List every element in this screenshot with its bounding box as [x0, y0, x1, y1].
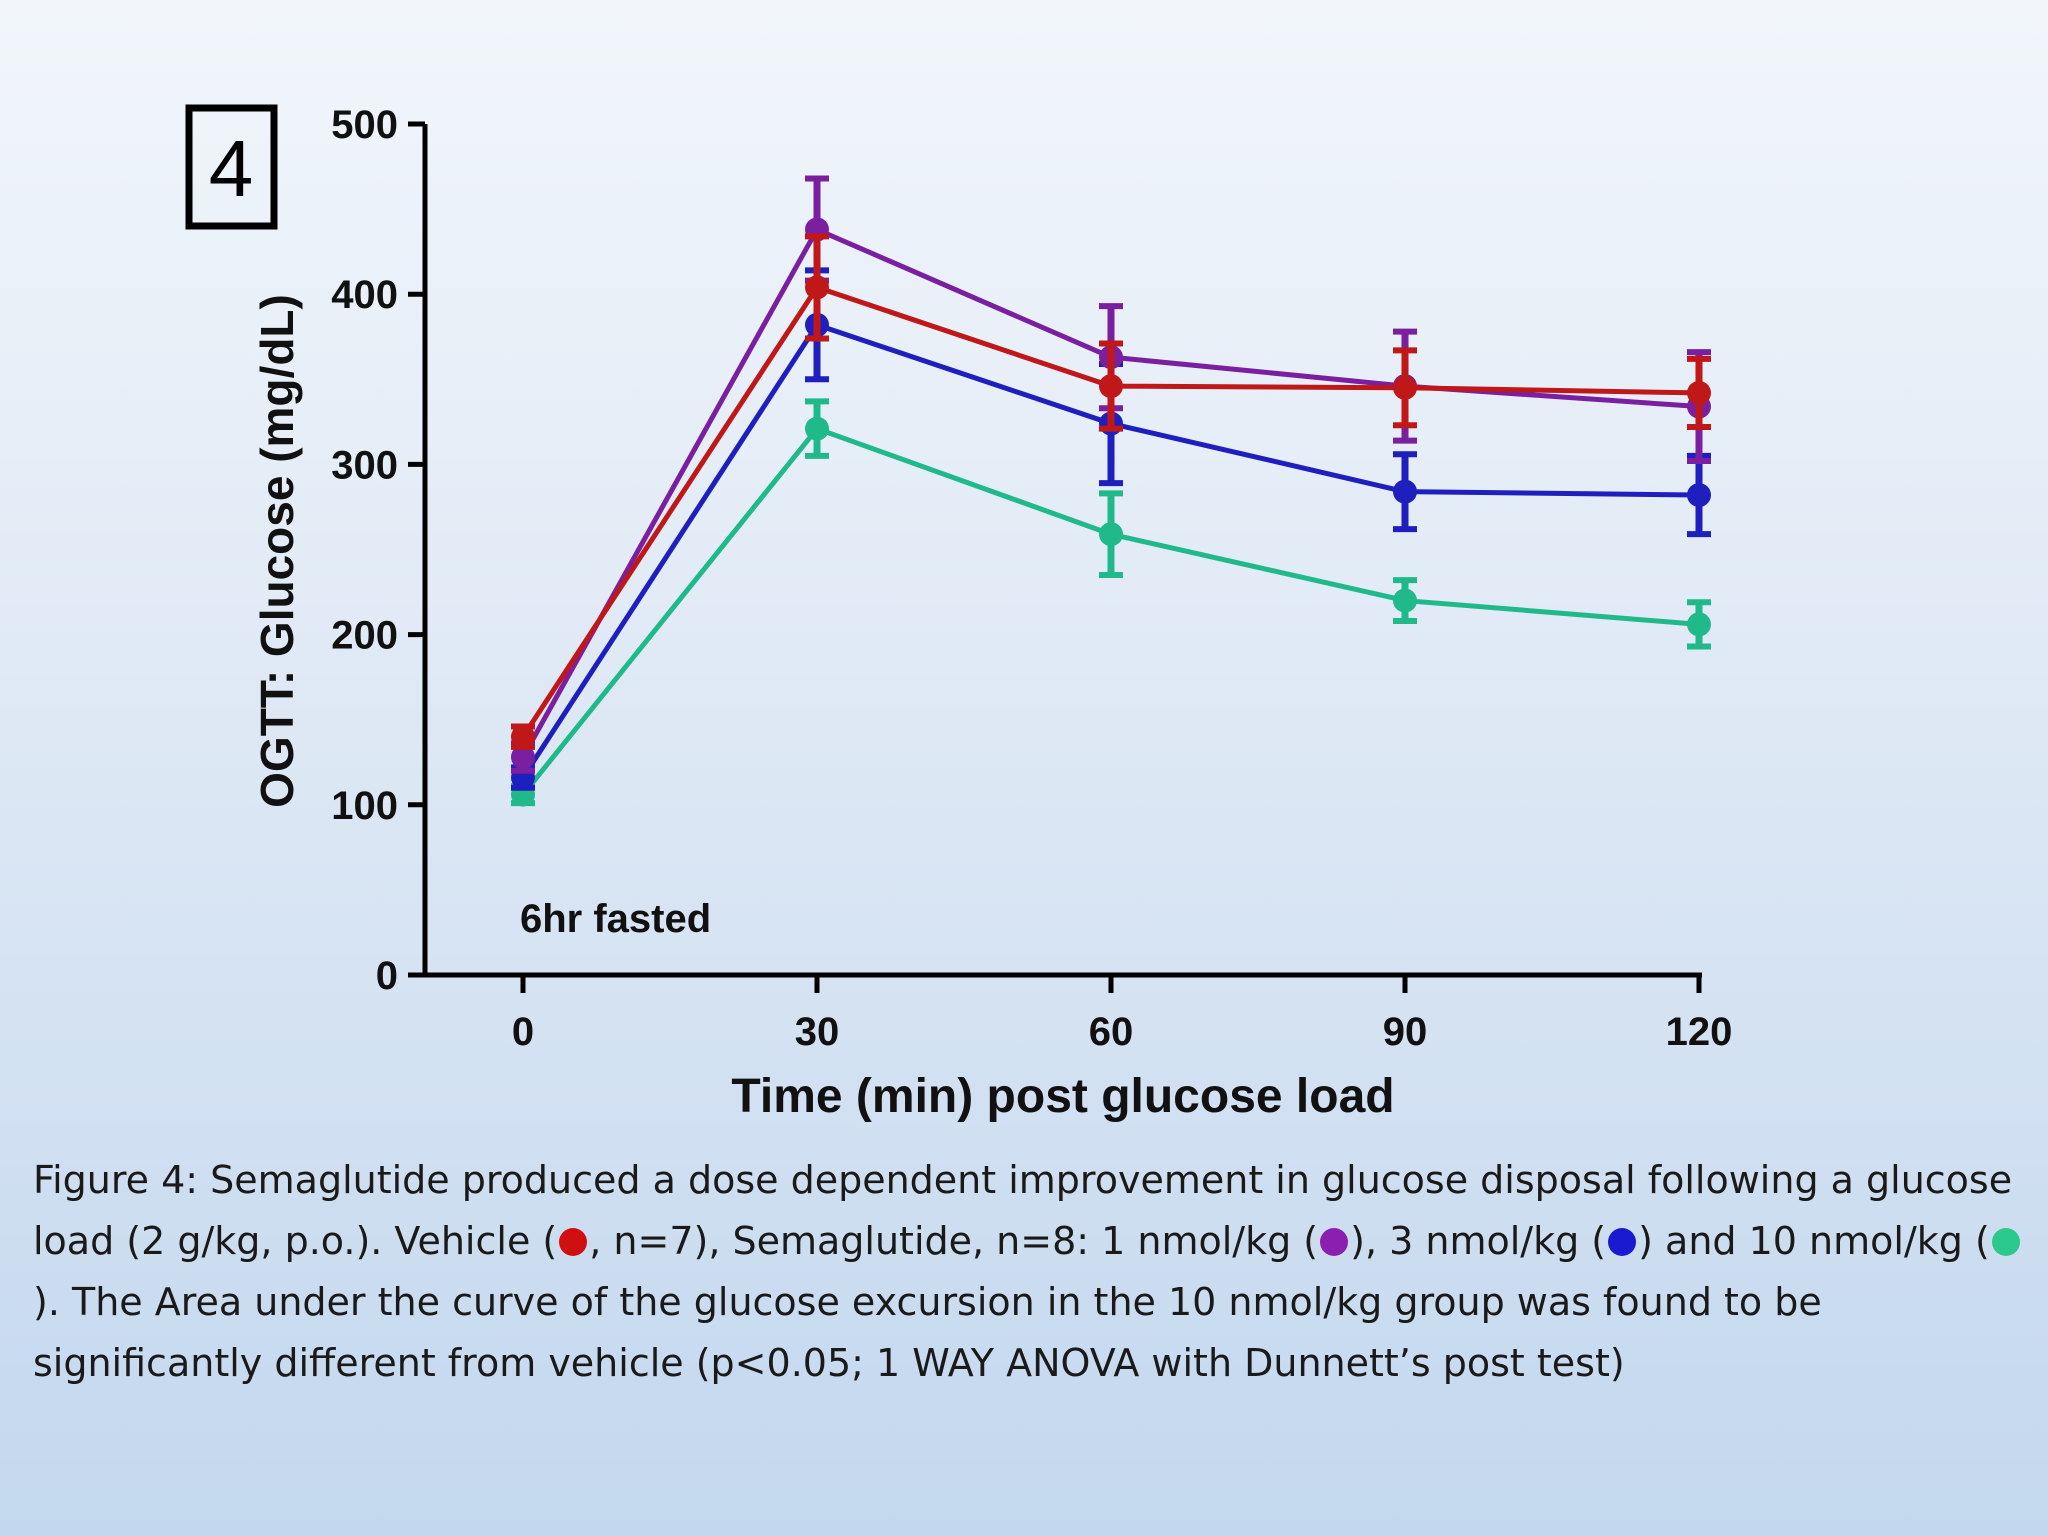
nmol3-dot-icon	[1608, 1228, 1637, 1256]
caption-text-1: Figure 4: Semaglutide produced a dose de…	[33, 1158, 2013, 1263]
series-4	[511, 233, 1711, 750]
y-axis-label: OGTT: Glucose (mg/dL)	[251, 294, 303, 808]
y-tick-label: 0	[376, 954, 398, 998]
data-point	[1393, 588, 1417, 613]
panel-label: 4	[209, 124, 254, 213]
x-tick-label: 60	[1089, 1010, 1134, 1054]
y-tick-label: 200	[331, 614, 398, 658]
panel-label-box	[185, 104, 278, 230]
data-point	[805, 275, 829, 300]
y-ticks: 0 100 200 300 400 500	[331, 103, 425, 998]
y-tick-label: 400	[331, 273, 398, 317]
data-point	[1099, 374, 1123, 399]
x-tick-label: 90	[1383, 1010, 1428, 1054]
caption-text-4: ) and 10 nmol/kg (	[1638, 1219, 1990, 1263]
data-point	[511, 745, 535, 770]
x-axis-label: Time (min) post glucose load	[731, 1070, 1394, 1123]
figure-caption: Figure 4: Semaglutide produced a dose de…	[33, 1150, 2023, 1394]
data-point	[1687, 612, 1711, 637]
data-point	[1393, 375, 1417, 400]
chart-annotation: 6hr fasted	[520, 897, 711, 941]
series-1	[511, 398, 1711, 807]
vehicle-dot-icon	[559, 1228, 588, 1256]
y-tick-label: 500	[331, 103, 398, 147]
caption-text-5: ). The Area under the curve of the gluco…	[33, 1280, 1822, 1385]
data-point	[511, 724, 535, 749]
data-point	[1393, 479, 1417, 504]
data-point	[1687, 380, 1711, 405]
caption-text-3: ), 3 nmol/kg (	[1350, 1219, 1607, 1263]
data-point	[1687, 483, 1711, 508]
caption-text-2: , n=7), Semaglutide, n=8: 1 nmol/kg (	[589, 1219, 1319, 1263]
series-layer	[511, 175, 1711, 807]
x-tick-label: 30	[795, 1010, 840, 1054]
x-tick-label: 0	[512, 1010, 534, 1054]
x-tick-label: 120	[1666, 1010, 1733, 1054]
data-point	[1099, 522, 1123, 547]
y-tick-label: 100	[331, 784, 398, 828]
nmol1-dot-icon	[1320, 1228, 1349, 1256]
nmol10-dot-icon	[1991, 1228, 2020, 1256]
y-tick-label: 300	[331, 443, 398, 487]
chart: 4 0 100 200 300 400 500 0 30 60 90 120 Time (min)…	[185, 103, 1733, 1123]
x-ticks: 0 30 60 90 120	[512, 975, 1733, 1054]
data-point	[805, 416, 829, 441]
